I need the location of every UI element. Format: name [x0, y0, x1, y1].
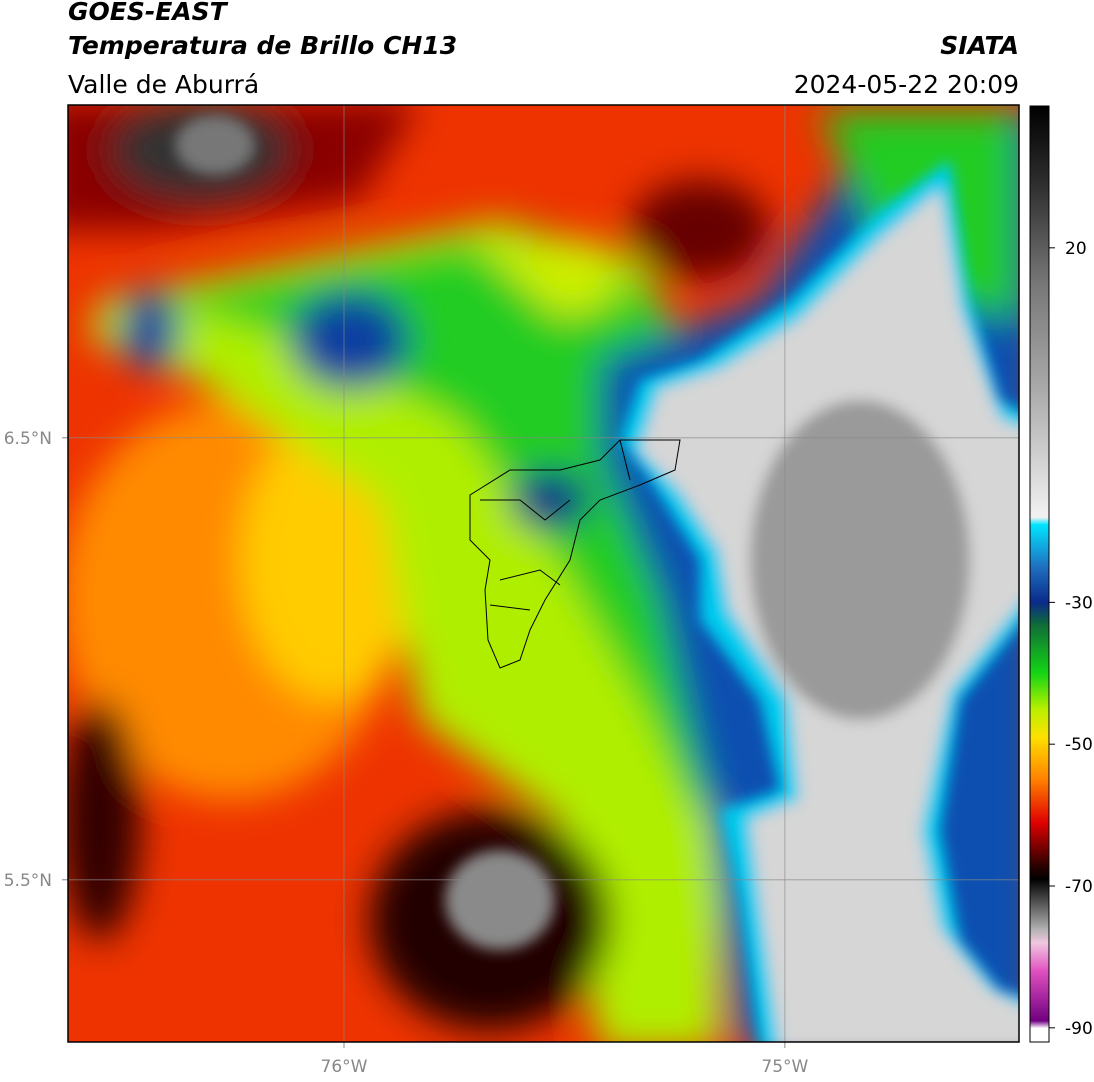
colorbar-segment [1030, 389, 1049, 518]
satellite: GOES-EAST [68, 0, 229, 26]
x-tick-label: 76°W [321, 1057, 368, 1077]
source: SIATA [940, 31, 1019, 60]
colorbar-segment [1030, 517, 1049, 525]
colorbar-segment [1030, 928, 1049, 944]
colorbar-segment [1030, 822, 1049, 866]
colorbar-segment [1030, 779, 1049, 823]
colorbar-tick-label: -30 [1065, 593, 1093, 613]
region: Valle de Aburrá [68, 70, 259, 99]
colorbar-segment [1030, 191, 1049, 284]
colorbar-tick-label: -70 [1065, 877, 1093, 897]
colorbar-segment [1030, 566, 1049, 603]
colorbar: 20 -30 -50 -70 -90 [1030, 106, 1093, 1043]
colorbar-segment [1030, 602, 1049, 625]
grid: 76°W 75°W 6.5°N 5.5°N [4, 105, 1019, 1077]
colorbar-segment [1030, 942, 1049, 972]
colorbar-segment [1030, 864, 1049, 880]
map-image [68, 105, 1019, 1042]
colorbar-segment [1030, 673, 1049, 710]
colorbar-tick-label: -90 [1065, 1019, 1093, 1039]
colorbar-segment [1030, 1020, 1049, 1029]
colorbar-segment [1030, 737, 1049, 781]
colorbar-segment [1030, 1027, 1049, 1043]
colorbar-segment [1030, 971, 1049, 1022]
product: Temperatura de Brillo CH13 [68, 31, 457, 60]
colorbar-tick-label: 20 [1065, 239, 1087, 259]
colorbar-segment [1030, 106, 1049, 192]
datetime: 2024-05-22 20:09 [794, 70, 1019, 99]
x-tick-label: 75°W [761, 1057, 808, 1077]
map-frame [67, 104, 1020, 1043]
colorbar-segment [1030, 623, 1049, 674]
colorbar-segment [1030, 878, 1049, 930]
colorbar-segment [1030, 708, 1049, 738]
colorbar-frame [1029, 105, 1050, 1043]
colorbar-segment [1030, 524, 1049, 568]
colorbar-tick-label: -50 [1065, 735, 1093, 755]
colorbar-segment [1030, 283, 1049, 391]
y-tick-label: 6.5°N [4, 429, 52, 449]
y-tick-label: 5.5°N [4, 871, 52, 891]
